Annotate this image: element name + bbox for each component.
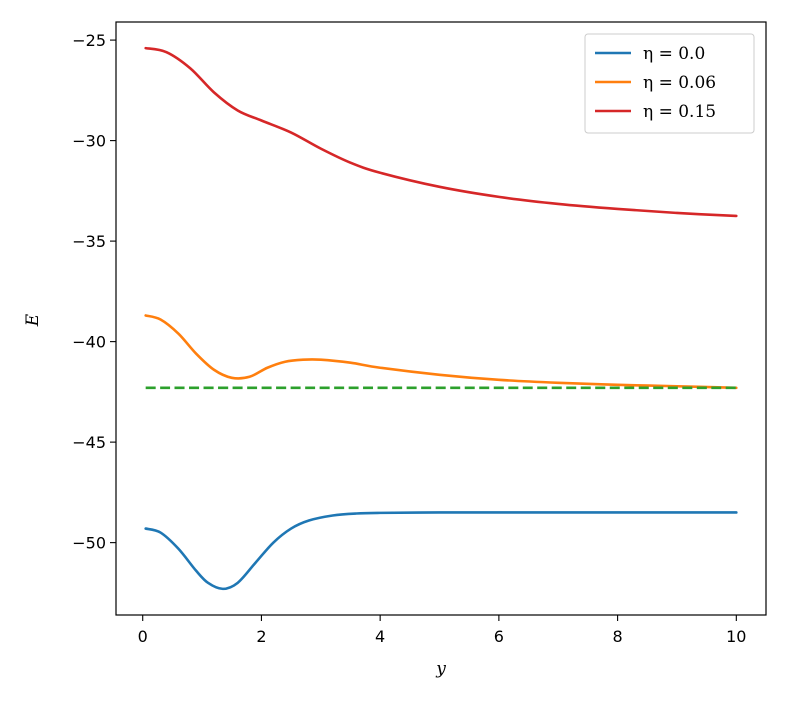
x-tick-label: 10 <box>726 627 746 646</box>
legend-label: η = 0.15 <box>643 102 716 122</box>
y-tick-label: −35 <box>72 232 106 251</box>
series-line-2 <box>144 314 738 390</box>
y-axis-label: E <box>23 313 43 327</box>
x-tick-label: 0 <box>138 627 148 646</box>
y-tick-label: −25 <box>72 31 106 50</box>
series-line-1 <box>144 511 738 591</box>
series-layer <box>144 46 738 591</box>
legend-label: η = 0.06 <box>643 73 716 93</box>
y-tick-label: −30 <box>72 132 106 151</box>
x-tick-label: 8 <box>613 627 623 646</box>
y-tick-label: −45 <box>72 433 106 452</box>
legend-label: η = 0.0 <box>643 44 705 64</box>
x-tick-label: 4 <box>375 627 385 646</box>
series-line-3 <box>144 46 738 218</box>
tick-layer: 0 2 4 6 8 10 −25 −30 −35 −40 −45 −50 <box>72 31 746 646</box>
legend: η = 0.0 η = 0.06 η = 0.15 <box>584 33 755 134</box>
x-axis-label: y <box>435 659 446 679</box>
legend-box <box>584 33 755 134</box>
x-tick-label: 6 <box>494 627 504 646</box>
x-tick-label: 2 <box>256 627 266 646</box>
y-tick-label: −40 <box>72 333 106 352</box>
y-tick-label: −50 <box>72 534 106 553</box>
plot-frame <box>115 21 767 616</box>
